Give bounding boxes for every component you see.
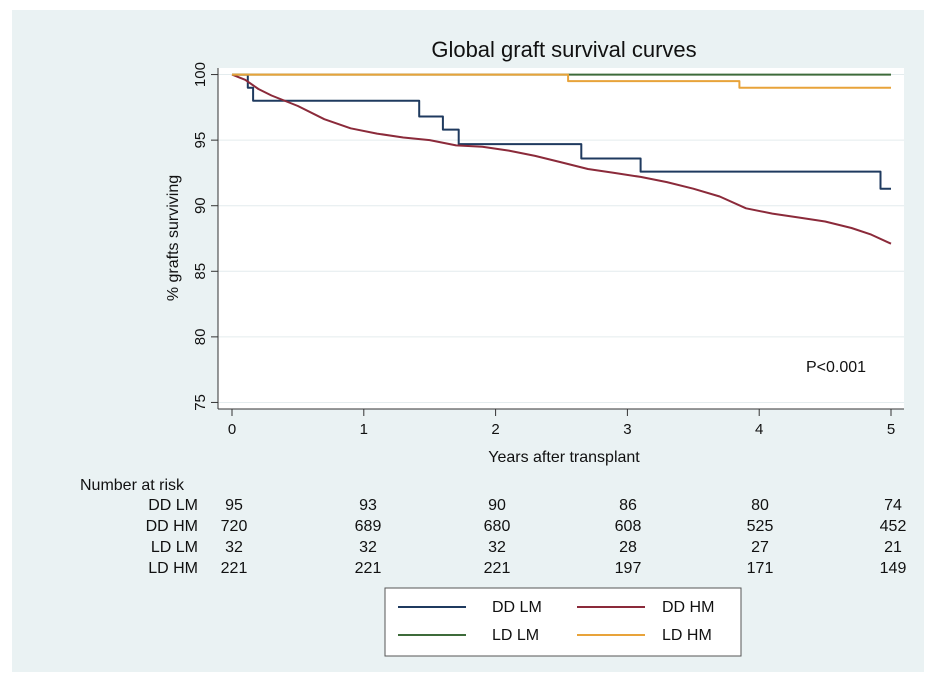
y-tick-label-0: 75 <box>192 394 209 411</box>
series-line-dd-hm <box>231 73 892 245</box>
risk-value-3-5: 149 <box>880 560 907 577</box>
y-axis-label: % grafts surviving <box>165 175 182 301</box>
risk-value-2-0: 32 <box>225 539 243 556</box>
y-tick-label-5: 100 <box>192 62 209 87</box>
risk-value-3-4: 171 <box>747 560 774 577</box>
x-tick-label-1: 1 <box>360 421 368 438</box>
legend-label-ld-lm: LD LM <box>492 627 539 644</box>
x-tick-label-2: 2 <box>491 421 499 438</box>
risk-value-0-0: 95 <box>225 497 243 514</box>
x-axis-label: Years after transplant <box>488 449 640 466</box>
legend-label-dd-hm: DD HM <box>662 599 714 616</box>
risk-value-1-2: 680 <box>484 518 511 535</box>
series-line-dd-lm <box>232 73 891 190</box>
risk-value-0-3: 86 <box>619 497 637 514</box>
risk-value-3-2: 221 <box>484 560 511 577</box>
y-ticks: 75 80 85 90 95 100 <box>192 62 218 411</box>
y-tick-label-3: 90 <box>192 197 209 214</box>
series-line-ld-hm <box>232 73 891 89</box>
plot-area <box>218 68 904 409</box>
x-tick-label-0: 0 <box>228 421 236 438</box>
risk-value-2-3: 28 <box>619 539 637 556</box>
risk-value-3-0: 221 <box>221 560 248 577</box>
risk-row-label-3: LD HM <box>148 560 198 577</box>
y-tick-label-2: 85 <box>192 263 209 280</box>
risk-value-3-3: 197 <box>615 560 642 577</box>
risk-row-label-2: LD LM <box>151 539 198 556</box>
axes <box>217 68 904 410</box>
risk-value-2-1: 32 <box>359 539 377 556</box>
x-ticks: 0 1 2 3 4 5 <box>228 409 895 438</box>
risk-value-2-4: 27 <box>751 539 769 556</box>
series-layer <box>231 73 892 245</box>
risk-value-1-3: 608 <box>615 518 642 535</box>
y-tick-label-4: 95 <box>192 132 209 149</box>
risk-value-0-2: 90 <box>488 497 506 514</box>
x-tick-label-3: 3 <box>623 421 631 438</box>
risk-table-title: Number at risk <box>80 477 185 494</box>
y-tick-label-1: 80 <box>192 329 209 346</box>
risk-value-1-5: 452 <box>880 518 907 535</box>
p-value-annotation: P<0.001 <box>806 359 866 376</box>
x-tick-label-4: 4 <box>755 421 763 438</box>
legend-box <box>384 587 742 657</box>
risk-value-0-4: 80 <box>751 497 769 514</box>
risk-table: DD LM 95 93 90 86 80 74 DD HM 720 689 680 608 525 452… <box>146 497 907 577</box>
risk-row-label-1: DD HM <box>146 518 198 535</box>
x-tick-label-5: 5 <box>887 421 895 438</box>
legend: DD LM DD HM LD LM LD HM <box>384 587 742 657</box>
risk-value-1-4: 525 <box>747 518 774 535</box>
risk-value-3-1: 221 <box>355 560 382 577</box>
chart-title: Global graft survival curves <box>431 37 696 62</box>
risk-row-label-0: DD LM <box>148 497 198 514</box>
risk-value-2-5: 21 <box>884 539 902 556</box>
risk-value-0-1: 93 <box>359 497 377 514</box>
risk-value-1-0: 720 <box>221 518 248 535</box>
legend-label-dd-lm: DD LM <box>492 599 542 616</box>
legend-label-ld-hm: LD HM <box>662 627 712 644</box>
risk-value-0-5: 74 <box>884 497 902 514</box>
risk-value-1-1: 689 <box>355 518 382 535</box>
risk-value-2-2: 32 <box>488 539 506 556</box>
